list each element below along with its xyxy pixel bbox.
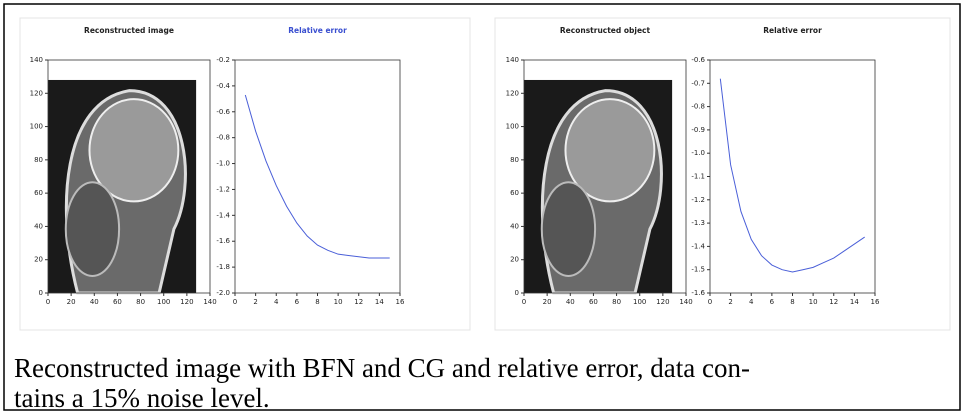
y-tick-label: -1.1 — [691, 173, 705, 181]
y-tick-label: -1.0 — [216, 160, 230, 168]
brain — [564, 98, 656, 203]
x-tick-label: 10 — [809, 298, 818, 306]
x-tick-label: 0 — [46, 298, 50, 306]
chart-title: Reconstructed object — [560, 26, 651, 35]
x-tick-label: 14 — [850, 298, 859, 306]
y-tick-label: -0.9 — [691, 126, 705, 134]
y-tick-label: -1.2 — [216, 185, 230, 193]
x-tick-label: 16 — [871, 298, 880, 306]
x-tick-label: 6 — [295, 298, 300, 306]
x-tick-label: 40 — [90, 298, 99, 306]
y-tick-label: 140 — [30, 56, 43, 64]
x-tick-label: 8 — [315, 298, 319, 306]
x-tick-label: 20 — [67, 298, 76, 306]
x-tick-label: 4 — [274, 298, 279, 306]
y-tick-label: -1.6 — [216, 237, 230, 245]
x-tick-label: 100 — [157, 298, 170, 306]
x-tick-label: 12 — [354, 298, 363, 306]
y-tick-label: -1.8 — [216, 263, 230, 271]
x-tick-label: 100 — [633, 298, 646, 306]
x-tick-label: 0 — [233, 298, 237, 306]
x-tick-label: 80 — [612, 298, 621, 306]
face — [64, 181, 121, 277]
y-tick-label: -0.6 — [216, 108, 230, 116]
brain — [88, 98, 180, 203]
chart-title: Reconstructed image — [84, 26, 174, 35]
y-tick-label: -0.8 — [216, 134, 230, 142]
axes-box — [47, 59, 211, 294]
x-tick-label: 0 — [522, 298, 526, 306]
y-tick-label: -1.6 — [691, 289, 705, 297]
line — [244, 94, 390, 259]
y-tick-label: 100 — [30, 123, 43, 131]
y-tick-label: 0 — [515, 289, 519, 297]
x-tick-label: 16 — [396, 298, 405, 306]
y-tick-label: -0.7 — [691, 79, 705, 87]
x-tick-label: 12 — [829, 298, 838, 306]
frame — [3, 3, 961, 411]
y-tick-label: 80 — [510, 156, 519, 164]
caption-line: tains a 15% noise level. — [14, 383, 270, 413]
y-tick-label: -1.2 — [691, 196, 705, 204]
y-tick-label: 0 — [39, 289, 43, 297]
y-tick-label: 60 — [510, 189, 519, 197]
y-tick-label: -1.5 — [691, 266, 705, 274]
x-tick-label: 80 — [136, 298, 145, 306]
y-tick-label: 140 — [506, 56, 519, 64]
caption-line: Reconstructed image with BFN and CG and … — [14, 353, 750, 383]
face — [540, 181, 597, 277]
panel — [19, 17, 471, 331]
x-tick-label: 20 — [543, 298, 552, 306]
y-tick-label: -0.4 — [216, 82, 230, 90]
x-tick-label: 140 — [203, 298, 216, 306]
x-tick-label: 8 — [790, 298, 794, 306]
panel — [494, 17, 951, 331]
chart-title: Relative error — [763, 26, 822, 35]
x-tick-label: 140 — [679, 298, 692, 306]
y-tick-label: 100 — [506, 123, 519, 131]
x-tick-label: 60 — [113, 298, 122, 306]
y-tick-label: -0.6 — [691, 56, 705, 64]
y-tick-label: 120 — [30, 89, 43, 97]
axes-box — [709, 59, 876, 294]
y-tick-label: -2.0 — [216, 289, 230, 297]
x-tick-label: 2 — [253, 298, 257, 306]
x-tick-label: 4 — [749, 298, 754, 306]
y-tick-label: -1.4 — [216, 211, 230, 219]
x-tick-label: 40 — [566, 298, 575, 306]
y-tick-label: -0.2 — [216, 56, 230, 64]
y-tick-label: 40 — [34, 222, 43, 230]
chart-title: Relative error — [288, 26, 347, 35]
y-tick-label: 60 — [34, 189, 43, 197]
x-tick-label: 14 — [375, 298, 384, 306]
y-tick-label: 20 — [34, 256, 43, 264]
y-tick-label: 40 — [510, 222, 519, 230]
x-tick-label: 2 — [728, 298, 732, 306]
y-tick-label: 120 — [506, 89, 519, 97]
x-tick-label: 60 — [589, 298, 598, 306]
y-tick-label: -1.4 — [691, 242, 705, 250]
line — [719, 78, 865, 273]
x-tick-label: 10 — [334, 298, 343, 306]
x-tick-label: 120 — [180, 298, 193, 306]
y-tick-label: -1.3 — [691, 219, 705, 227]
x-tick-label: 120 — [656, 298, 669, 306]
axes-box — [523, 59, 687, 294]
x-tick-label: 0 — [708, 298, 712, 306]
y-tick-label: 20 — [510, 256, 519, 264]
y-tick-label: -0.8 — [691, 103, 705, 111]
y-tick-label: -1.0 — [691, 149, 705, 157]
x-tick-label: 6 — [770, 298, 775, 306]
y-tick-label: 80 — [34, 156, 43, 164]
